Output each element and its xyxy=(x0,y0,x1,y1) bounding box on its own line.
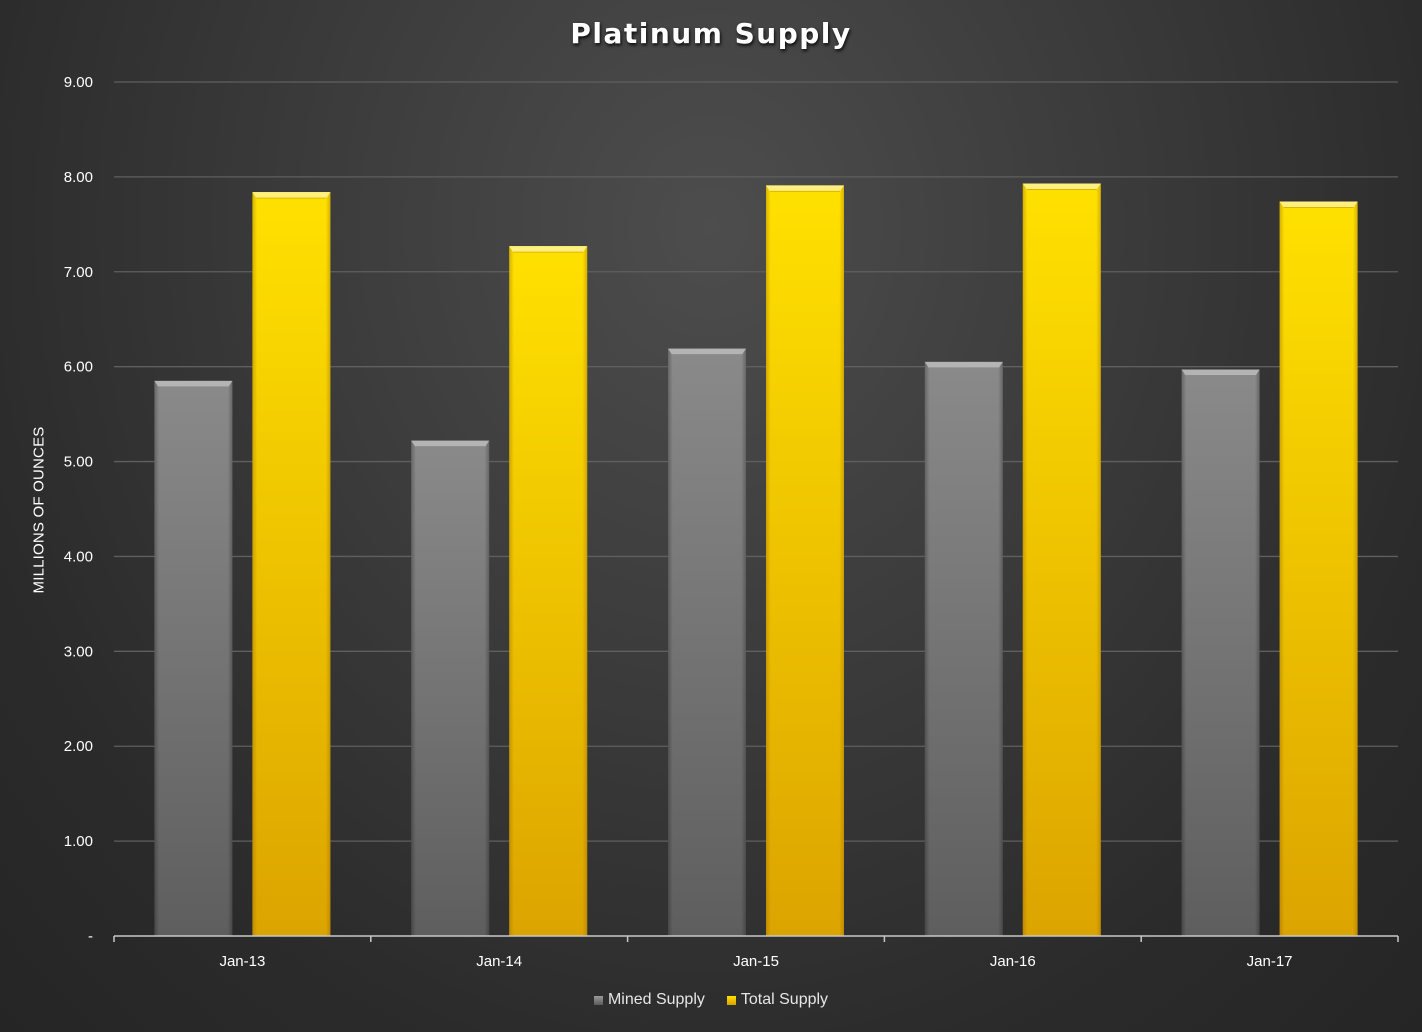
y-tick-label: 5.00 xyxy=(64,454,93,471)
y-tick-label: 1.00 xyxy=(64,833,93,850)
bar-edge-shade xyxy=(924,361,1003,936)
y-tick-label: 6.00 xyxy=(64,359,93,376)
legend-item-mined-supply: Mined Supply xyxy=(593,991,705,1009)
y-tick-label: 2.00 xyxy=(64,738,93,755)
x-tick-label: Jan-16 xyxy=(990,953,1036,970)
y-tick-label: 9.00 xyxy=(64,74,93,91)
legend-item-total-supply: Total Supply xyxy=(726,991,829,1009)
bar-edge-shade xyxy=(411,440,490,936)
bar-bevel-top xyxy=(1022,183,1101,190)
bar-mined-supply xyxy=(411,440,490,936)
bar-edge-shade xyxy=(1022,183,1101,936)
y-tick-label: 4.00 xyxy=(64,548,93,565)
bar-bevel-top xyxy=(411,440,490,447)
bar-edge-shade xyxy=(1181,369,1260,937)
x-tick-label: Jan-14 xyxy=(476,953,522,970)
bar-edge-shade xyxy=(252,192,331,936)
bar-total-supply xyxy=(766,185,844,936)
legend-swatch-total-supply xyxy=(726,995,736,1005)
bar-bevel-top xyxy=(766,185,844,192)
y-tick-label: 8.00 xyxy=(64,169,93,186)
bar-bevel-top xyxy=(924,361,1003,368)
legend-label-mined-supply: Mined Supply xyxy=(607,991,705,1008)
x-tick-label: Jan-13 xyxy=(219,953,265,970)
bar-edge-shade xyxy=(509,246,588,936)
bar-mined-supply xyxy=(154,380,233,936)
bar-bevel-top xyxy=(154,380,233,387)
legend: Mined Supply Total Supply xyxy=(0,991,1422,1009)
bar-edge-shade xyxy=(1279,201,1358,936)
x-tick-label: Jan-17 xyxy=(1247,953,1293,970)
bar-total-supply xyxy=(1022,183,1101,936)
bar-total-supply xyxy=(1279,201,1358,936)
bar-bevel-top xyxy=(1279,201,1358,208)
legend-swatch-mined-supply xyxy=(593,995,603,1005)
bar-bevel-top xyxy=(1181,369,1260,376)
bar-edge-shade xyxy=(766,185,844,936)
bar-total-supply xyxy=(252,192,331,936)
bar-edge-shade xyxy=(668,348,746,936)
y-tick-label: 7.00 xyxy=(64,264,93,281)
bar-bevel-top xyxy=(668,348,746,355)
bar-total-supply xyxy=(509,246,588,936)
chart-title: Platinum Supply xyxy=(570,17,852,50)
bar-edge-shade xyxy=(154,380,233,936)
legend-label-total-supply: Total Supply xyxy=(740,991,829,1008)
bar-mined-supply xyxy=(1181,369,1260,937)
bar-mined-supply xyxy=(668,348,746,936)
bar-bevel-top xyxy=(252,192,331,199)
y-tick-label: - xyxy=(88,928,93,945)
bar-mined-supply xyxy=(924,361,1003,936)
y-tick-label: 3.00 xyxy=(64,643,93,660)
bar-bevel-top xyxy=(509,246,588,253)
x-tick-label: Jan-15 xyxy=(733,953,779,970)
